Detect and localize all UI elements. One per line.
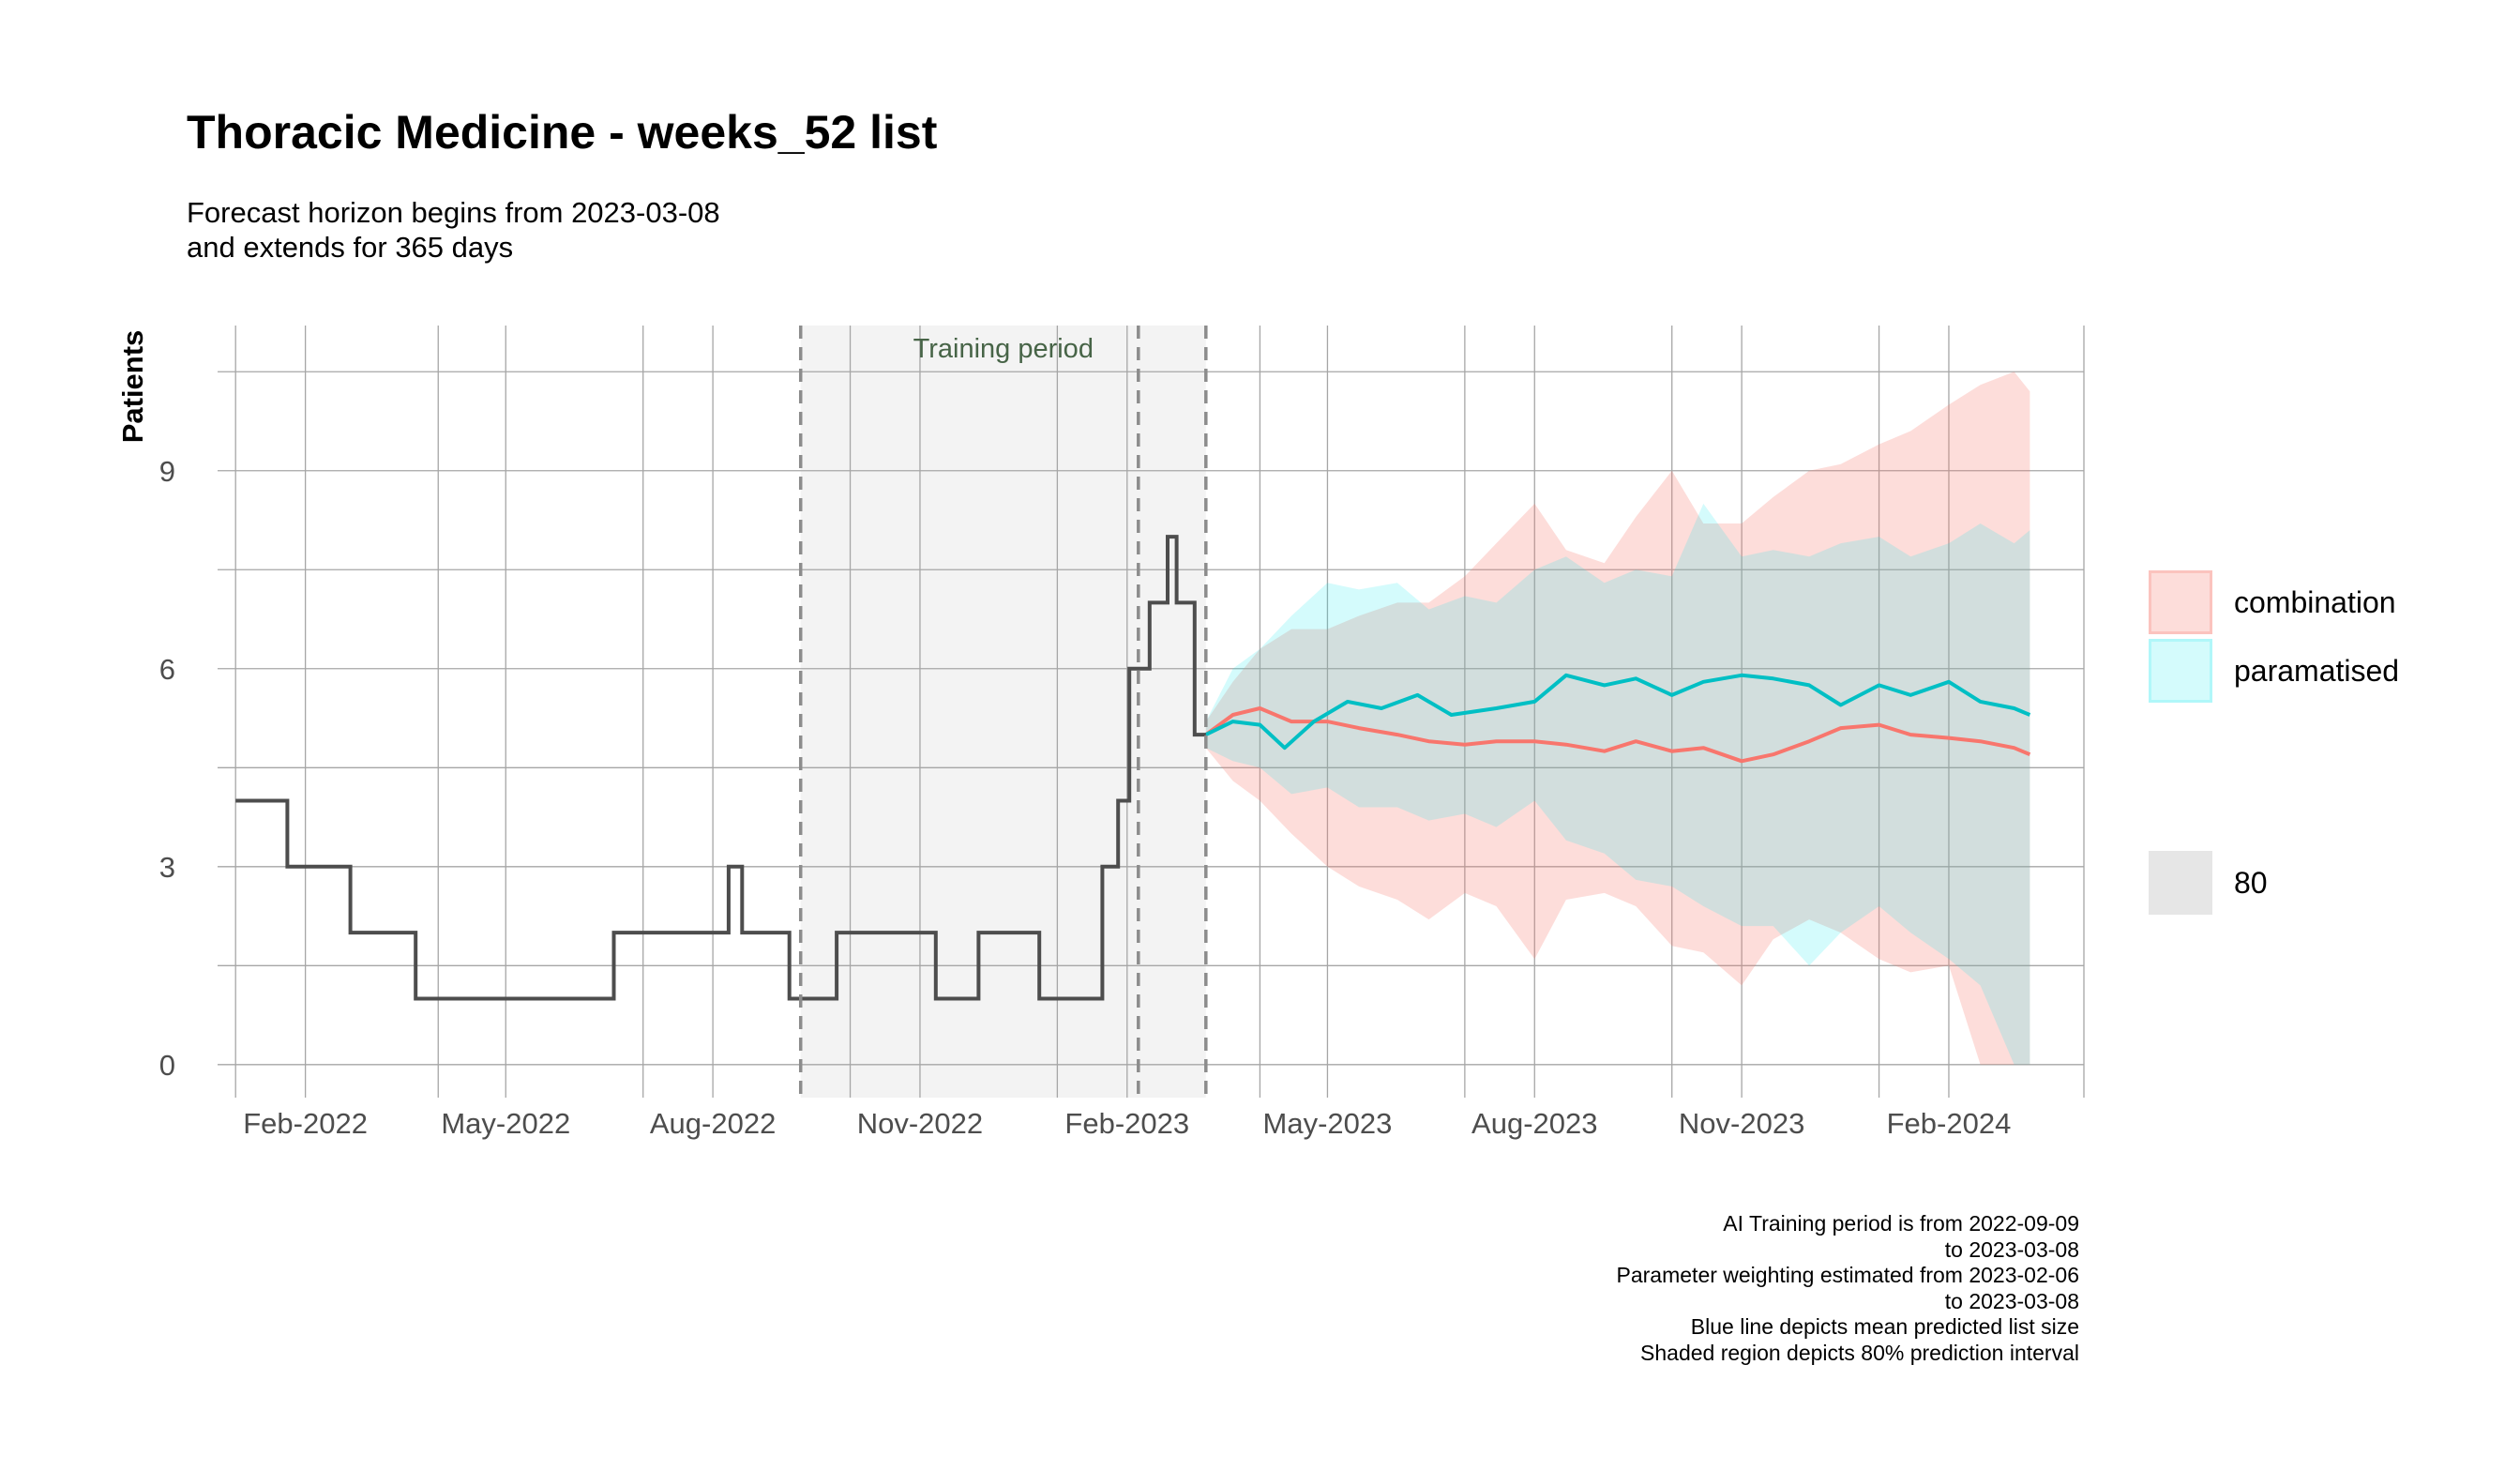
x-tick-label: Nov-2022 bbox=[857, 1107, 983, 1140]
legend-key-paramatised bbox=[2149, 639, 2212, 703]
y-tick-label: 0 bbox=[159, 1049, 175, 1082]
x-tick-label: Feb-2024 bbox=[1887, 1107, 2012, 1140]
legend-label: combination bbox=[2234, 584, 2396, 619]
chart-subtitle: Forecast horizon begins from 2023-03-08 … bbox=[187, 195, 720, 265]
x-tick-label: May-2022 bbox=[441, 1107, 570, 1140]
paramatised-interval-band bbox=[1205, 503, 2030, 1065]
combination-interval-band bbox=[1205, 372, 2030, 1065]
legend-item-interval: 80 bbox=[2149, 851, 2268, 915]
legend-label: 80 bbox=[2234, 865, 2268, 900]
legend-label: paramatised bbox=[2234, 653, 2400, 688]
x-tick-label: Feb-2023 bbox=[1064, 1107, 1189, 1140]
subtitle-line: and extends for 365 days bbox=[187, 231, 514, 264]
x-tick-label: Feb-2022 bbox=[243, 1107, 368, 1140]
caption-line: to 2023-03-08 bbox=[1944, 1288, 2079, 1313]
observed-line bbox=[235, 535, 1206, 1001]
legend-item-paramatised: paramatised bbox=[2149, 639, 2399, 703]
caption-line: AI Training period is from 2022-09-09 bbox=[1723, 1211, 2079, 1236]
caption-line: Blue line depicts mean predicted list si… bbox=[1690, 1314, 2079, 1339]
training-period-shade bbox=[800, 326, 1206, 1098]
combination-mean-line bbox=[1204, 706, 2031, 764]
y-tick-label: 9 bbox=[159, 455, 175, 488]
y-axis-title: Patients bbox=[116, 330, 149, 444]
paramatised-mean-line bbox=[1204, 673, 2031, 751]
caption-line: Shaded region depicts 80% prediction int… bbox=[1640, 1340, 2079, 1365]
chart-title: Thoracic Medicine - weeks_52 list bbox=[187, 106, 938, 159]
x-tick-label: Aug-2022 bbox=[650, 1107, 776, 1140]
x-tick-label: Aug-2023 bbox=[1471, 1107, 1597, 1140]
training-period-label: Training period bbox=[913, 334, 1094, 364]
chart-caption: AI Training period is from 2022-09-09 to… bbox=[1617, 1211, 2079, 1366]
x-tick-label: Nov-2023 bbox=[1679, 1107, 1804, 1140]
legend-key-combination bbox=[2149, 570, 2212, 634]
legend-item-combination: combination bbox=[2149, 570, 2396, 634]
subtitle-line: Forecast horizon begins from 2023-03-08 bbox=[187, 196, 720, 229]
legend-key-interval bbox=[2149, 851, 2212, 915]
y-tick-label: 6 bbox=[159, 653, 175, 686]
caption-line: to 2023-03-08 bbox=[1944, 1236, 2079, 1262]
caption-line: Parameter weighting estimated from 2023-… bbox=[1616, 1263, 2079, 1287]
x-tick-label: May-2023 bbox=[1263, 1107, 1393, 1140]
y-tick-label: 3 bbox=[159, 851, 175, 884]
